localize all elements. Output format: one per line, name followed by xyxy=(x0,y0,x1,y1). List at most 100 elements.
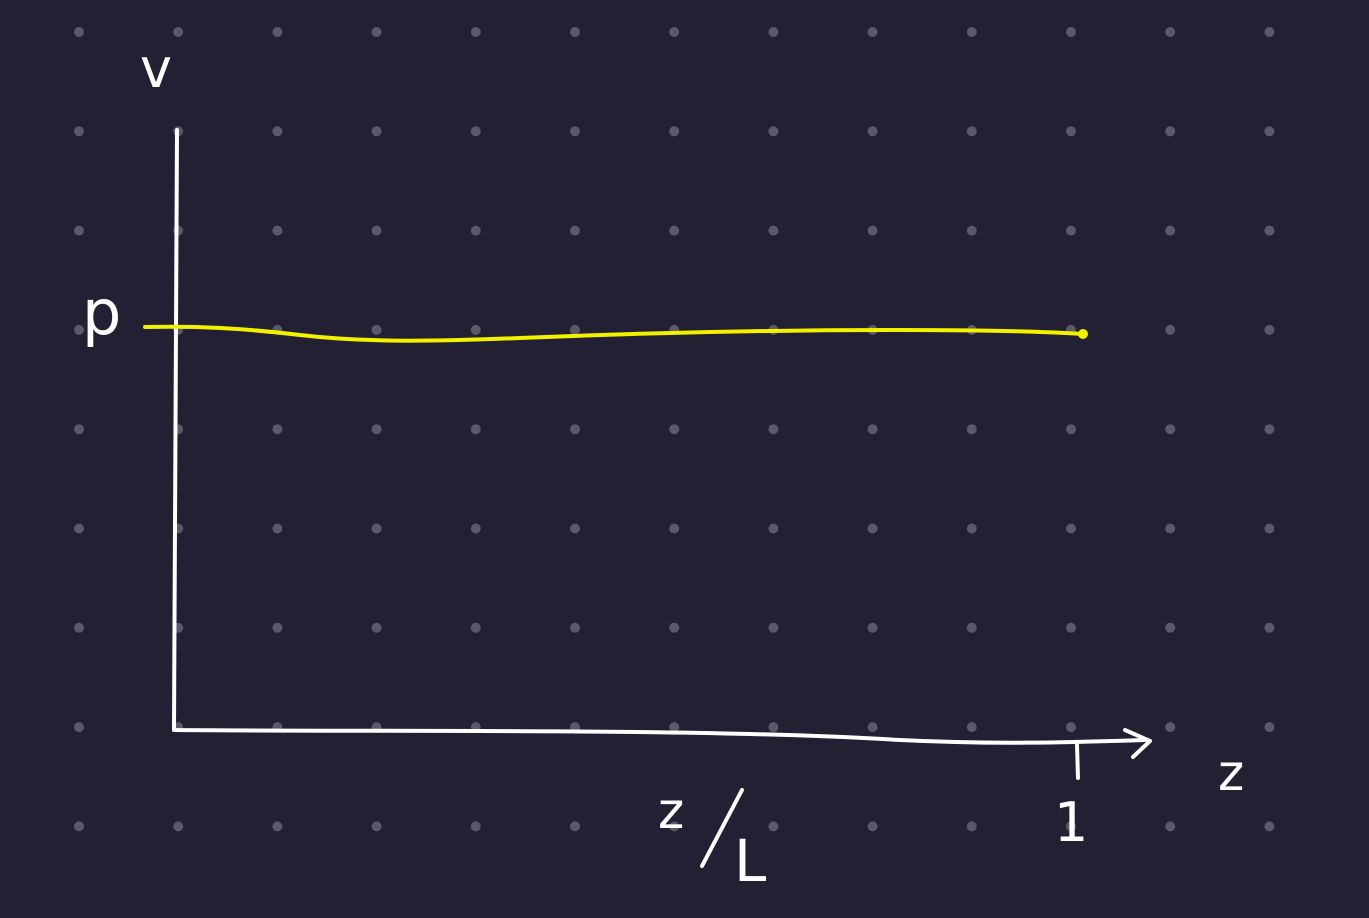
grid-dot xyxy=(669,225,680,236)
grid-dot xyxy=(1066,225,1076,236)
grid-dot xyxy=(1264,225,1275,236)
x-axis-label: z xyxy=(1218,744,1245,802)
grid-dot xyxy=(669,821,680,832)
level-label: p xyxy=(82,276,122,349)
grid-dot xyxy=(470,622,481,633)
grid-dot xyxy=(1066,821,1076,832)
grid-dot xyxy=(570,622,580,633)
grid-dot xyxy=(1165,722,1176,733)
grid-dot xyxy=(570,424,580,435)
grid-dot xyxy=(966,126,977,137)
grid-dot xyxy=(570,821,580,832)
grid-dot xyxy=(1264,424,1275,435)
grid-dot xyxy=(867,225,878,236)
grid-dot xyxy=(74,126,84,137)
grid-dot xyxy=(371,821,382,832)
grid-dot xyxy=(867,424,878,435)
grid-dot xyxy=(768,821,779,832)
grid-dot xyxy=(470,821,481,832)
grid-dot xyxy=(1264,27,1275,37)
grid-dot xyxy=(867,722,878,733)
grid-dot xyxy=(74,27,84,37)
grid-dot xyxy=(1264,821,1275,832)
grid-dot xyxy=(1165,126,1176,137)
x-axis-line xyxy=(172,728,1147,745)
grid-dot xyxy=(867,821,878,832)
grid-dot xyxy=(1264,126,1275,137)
grid-dot xyxy=(867,622,878,633)
grid-dot xyxy=(272,424,283,435)
dot-grid xyxy=(74,27,1275,832)
grid-dot xyxy=(470,27,481,37)
grid-dot xyxy=(669,27,680,37)
grid-dot xyxy=(74,523,84,534)
grid-dot xyxy=(470,523,481,534)
grid-dot xyxy=(1264,722,1275,733)
grid-dot xyxy=(272,622,283,633)
grid-dot xyxy=(966,225,977,236)
grid-dot xyxy=(966,821,977,832)
grid-dot xyxy=(966,424,977,435)
fraction-denominator-label: L xyxy=(734,827,767,895)
grid-dot xyxy=(74,622,84,633)
grid-dot xyxy=(272,126,283,137)
grid-dot xyxy=(470,225,481,236)
grid-dot xyxy=(966,722,977,733)
grid-dot xyxy=(1165,324,1176,335)
grid-dot xyxy=(867,27,878,37)
x-tick-label: 1 xyxy=(1054,791,1089,854)
grid-dot xyxy=(272,523,283,534)
grid-dot xyxy=(1264,324,1275,335)
grid-dot xyxy=(966,622,977,633)
grid-dot xyxy=(1165,424,1176,435)
grid-dot xyxy=(768,424,779,435)
grid-dot xyxy=(272,821,283,832)
grid-dot xyxy=(570,225,580,236)
grid-dot xyxy=(1066,722,1076,733)
grid-dot xyxy=(1066,27,1076,37)
grid-dot xyxy=(371,126,382,137)
grid-dot xyxy=(966,523,977,534)
grid-dot xyxy=(1165,225,1176,236)
grid-dot xyxy=(371,523,382,534)
grid-dot xyxy=(768,126,779,137)
y-axis-label: v xyxy=(140,37,172,100)
grid-dot xyxy=(1066,523,1076,534)
grid-dot xyxy=(371,622,382,633)
curve-end-point xyxy=(1078,329,1088,339)
grid-dot xyxy=(768,722,779,733)
grid-dot xyxy=(1264,523,1275,534)
grid-dot xyxy=(74,821,84,832)
fraction-slash xyxy=(700,788,744,868)
grid-dot xyxy=(570,126,580,137)
grid-dot xyxy=(768,523,779,534)
grid-dot xyxy=(470,424,481,435)
grid-dot xyxy=(966,27,977,37)
grid-dot xyxy=(1066,424,1076,435)
grid-dot xyxy=(371,324,382,335)
grid-dot xyxy=(570,523,580,534)
fraction-numerator-label: z xyxy=(658,782,685,840)
grid-dot xyxy=(1264,622,1275,633)
grid-dot xyxy=(1066,126,1076,137)
grid-dot xyxy=(74,424,84,435)
grid-dot xyxy=(669,126,680,137)
grid-dot xyxy=(669,523,680,534)
grid-dot xyxy=(1165,821,1176,832)
grid-dot xyxy=(1165,27,1176,37)
grid-dot xyxy=(768,225,779,236)
grid-dot xyxy=(669,424,680,435)
constant-curve xyxy=(143,324,1084,343)
grid-dot xyxy=(867,126,878,137)
grid-dot xyxy=(74,722,84,733)
grid-dot xyxy=(74,225,84,236)
x-tick-mark xyxy=(1075,743,1080,780)
grid-dot xyxy=(669,722,680,733)
grid-dot xyxy=(867,523,878,534)
grid-dot xyxy=(371,225,382,236)
grid-dot xyxy=(173,821,184,832)
grid-dot xyxy=(1066,622,1076,633)
grid-dot xyxy=(669,622,680,633)
